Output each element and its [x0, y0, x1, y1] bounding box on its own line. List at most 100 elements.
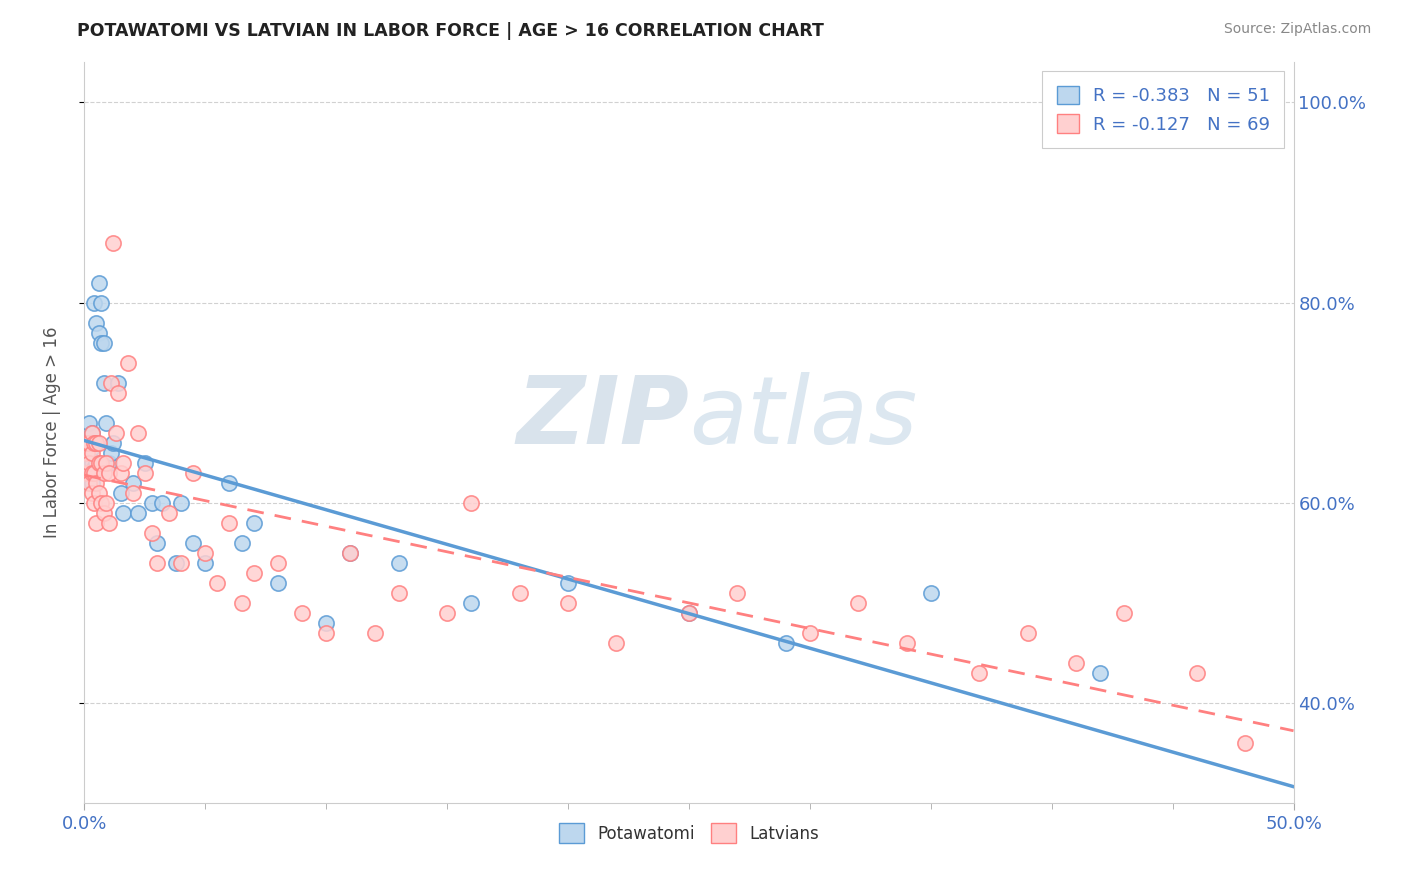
Point: [86, 316, 108, 330]
Point: [127, 506, 149, 520]
Point: [100, 376, 122, 390]
Point: [110, 485, 132, 500]
Text: atlas: atlas: [689, 372, 917, 463]
Point: [460, 496, 482, 510]
Point: [557, 596, 579, 610]
Point: [141, 496, 163, 510]
Point: [90, 335, 112, 350]
Point: [76, 466, 98, 480]
Point: [242, 516, 264, 530]
Legend: Potawatomi, Latvians: Potawatomi, Latvians: [553, 816, 825, 850]
Point: [76, 435, 98, 450]
Point: [181, 466, 204, 480]
Point: [80, 475, 103, 490]
Point: [799, 625, 821, 640]
Point: [94, 496, 117, 510]
Point: [388, 556, 411, 570]
Point: [557, 575, 579, 590]
Point: [291, 606, 314, 620]
Point: [83, 435, 105, 450]
Point: [339, 546, 361, 560]
Point: [80, 466, 103, 480]
Point: [83, 295, 105, 310]
Point: [110, 466, 132, 480]
Point: [107, 376, 129, 390]
Point: [77, 456, 100, 470]
Point: [678, 606, 700, 620]
Point: [77, 416, 100, 430]
Point: [80, 445, 103, 459]
Point: [267, 556, 290, 570]
Point: [112, 506, 135, 520]
Point: [127, 425, 149, 440]
Point: [339, 546, 361, 560]
Point: [86, 435, 108, 450]
Point: [1017, 625, 1039, 640]
Point: [86, 475, 108, 490]
Point: [117, 355, 139, 369]
Point: [920, 585, 942, 599]
Point: [83, 460, 105, 475]
Point: [90, 456, 112, 470]
Point: [141, 525, 163, 540]
Point: [460, 596, 482, 610]
Point: [86, 435, 108, 450]
Point: [363, 625, 385, 640]
Point: [242, 566, 264, 580]
Point: [80, 485, 103, 500]
Point: [846, 596, 869, 610]
Point: [1064, 656, 1087, 670]
Point: [157, 506, 180, 520]
Text: ZIP: ZIP: [516, 372, 689, 464]
Point: [76, 435, 98, 450]
Point: [100, 445, 122, 459]
Point: [165, 556, 187, 570]
Point: [87, 485, 110, 500]
Point: [93, 376, 115, 390]
Point: [90, 295, 112, 310]
Text: POTAWATOMI VS LATVIAN IN LABOR FORCE | AGE > 16 CORRELATION CHART: POTAWATOMI VS LATVIAN IN LABOR FORCE | A…: [77, 22, 824, 40]
Point: [605, 636, 627, 650]
Point: [231, 596, 253, 610]
Point: [170, 496, 193, 510]
Point: [87, 435, 110, 450]
Point: [231, 535, 253, 549]
Point: [1088, 665, 1111, 680]
Point: [86, 516, 108, 530]
Point: [967, 665, 990, 680]
Point: [97, 516, 120, 530]
Point: [97, 456, 120, 470]
Point: [218, 475, 240, 490]
Point: [86, 456, 108, 470]
Point: [103, 235, 125, 250]
Point: [134, 456, 156, 470]
Point: [112, 456, 135, 470]
Point: [896, 636, 918, 650]
Point: [104, 425, 127, 440]
Point: [121, 485, 143, 500]
Point: [80, 425, 103, 440]
Point: [1185, 665, 1208, 680]
Point: [83, 496, 105, 510]
Point: [146, 556, 169, 570]
Point: [80, 456, 103, 470]
Point: [725, 585, 748, 599]
Point: [107, 385, 129, 400]
Point: [87, 326, 110, 340]
Point: [94, 456, 117, 470]
Point: [80, 441, 103, 455]
Point: [194, 546, 217, 560]
Point: [775, 636, 797, 650]
Point: [83, 435, 105, 450]
Point: [146, 535, 169, 549]
Point: [83, 466, 105, 480]
Point: [93, 335, 115, 350]
Point: [76, 445, 98, 459]
Y-axis label: In Labor Force | Age > 16: In Labor Force | Age > 16: [42, 326, 60, 539]
Point: [87, 276, 110, 290]
Point: [93, 506, 115, 520]
Point: [207, 575, 229, 590]
Point: [97, 466, 120, 480]
Point: [80, 425, 103, 440]
Point: [181, 535, 204, 549]
